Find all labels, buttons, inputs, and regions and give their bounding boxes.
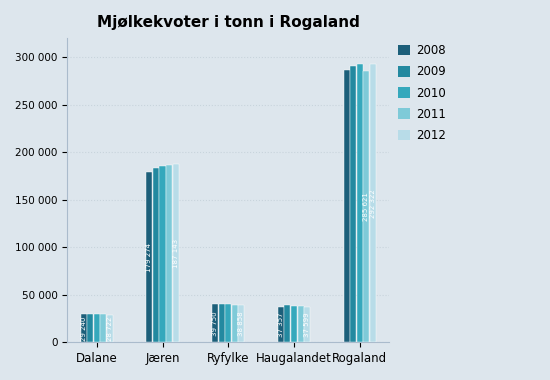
Bar xyxy=(363,71,369,342)
Text: 28 722: 28 722 xyxy=(107,317,113,341)
Text: 187 143: 187 143 xyxy=(173,239,179,268)
Bar xyxy=(81,315,87,342)
Bar xyxy=(370,65,376,342)
Bar xyxy=(173,165,179,342)
Text: 29 240: 29 240 xyxy=(81,316,87,340)
Text: 39 750: 39 750 xyxy=(212,311,218,336)
Bar xyxy=(100,314,106,342)
Bar xyxy=(146,172,152,342)
Bar xyxy=(160,166,166,342)
Bar xyxy=(232,305,238,342)
Bar xyxy=(350,66,356,342)
Bar xyxy=(291,306,297,342)
Text: 37 357: 37 357 xyxy=(278,312,284,337)
Title: Mjølkekvoter i tonn i Rogaland: Mjølkekvoter i tonn i Rogaland xyxy=(97,15,360,30)
Text: 285 621: 285 621 xyxy=(363,192,369,221)
Text: 37 599: 37 599 xyxy=(304,312,310,337)
Text: 38 858: 38 858 xyxy=(238,312,244,336)
Bar xyxy=(284,306,290,342)
Bar xyxy=(153,168,159,342)
Bar xyxy=(166,165,172,342)
Bar xyxy=(356,64,362,342)
Bar xyxy=(87,314,94,342)
Bar xyxy=(278,307,284,342)
Bar xyxy=(212,304,218,342)
Text: 179 274: 179 274 xyxy=(146,242,152,272)
Bar xyxy=(298,306,304,342)
Bar xyxy=(304,307,310,342)
Bar xyxy=(344,70,350,342)
Bar xyxy=(238,306,244,342)
Legend: 2008, 2009, 2010, 2011, 2012: 2008, 2009, 2010, 2011, 2012 xyxy=(398,44,446,142)
Bar xyxy=(94,314,100,342)
Bar xyxy=(107,315,113,342)
Text: 292 322: 292 322 xyxy=(370,189,376,218)
Bar xyxy=(219,304,225,342)
Bar xyxy=(225,304,231,342)
